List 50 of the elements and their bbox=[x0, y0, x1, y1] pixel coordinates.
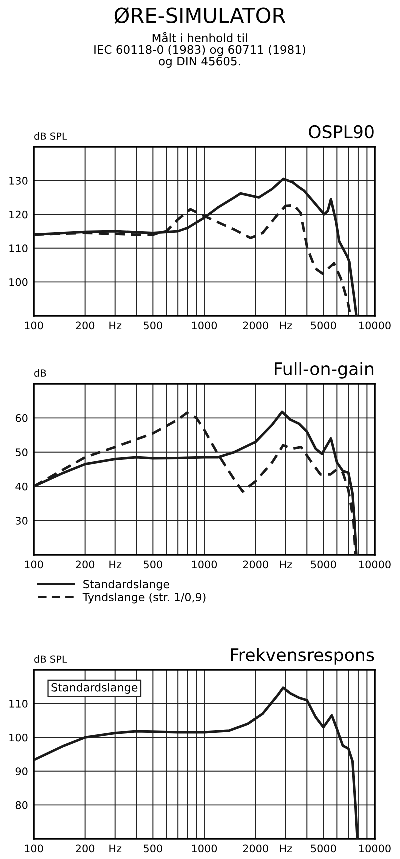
y-tick-label: 100 bbox=[10, 734, 28, 742]
x-tick-label: 5000 bbox=[311, 322, 336, 330]
text: ØRE-SIMULATOR bbox=[114, 7, 286, 24]
x-tick-label: 5000 bbox=[311, 560, 336, 569]
annotation: Standardslange bbox=[52, 683, 138, 694]
x-tick-label: 10000 bbox=[360, 322, 391, 330]
x-tick-label: 1000 bbox=[192, 322, 218, 330]
chart-title: Frekvensrespons bbox=[231, 648, 374, 665]
y-tick-label: 60 bbox=[16, 414, 28, 422]
x-tick-label: Hz bbox=[280, 322, 292, 330]
x-tick-label: 500 bbox=[144, 560, 162, 569]
x-tick-label: 200 bbox=[76, 322, 95, 330]
x-tick-label: Hz bbox=[280, 844, 292, 852]
y-tick-label: 30 bbox=[16, 517, 28, 525]
y-tick-label: 40 bbox=[16, 482, 28, 491]
legend-label: Standardslange bbox=[84, 580, 170, 591]
x-tick-label: 500 bbox=[144, 844, 162, 853]
x-tick-label: 5000 bbox=[311, 844, 336, 853]
x-tick-label: 100 bbox=[25, 322, 44, 330]
chart-title: Full-on-gain bbox=[275, 362, 374, 379]
y-tick-label: 130 bbox=[10, 177, 28, 185]
y-tick-label: 50 bbox=[16, 448, 28, 457]
x-tick-label: 200 bbox=[76, 560, 95, 569]
y-axis-title: dB SPL bbox=[34, 656, 68, 664]
y-tick-label: 100 bbox=[10, 278, 28, 286]
y-tick-label: 110 bbox=[10, 700, 28, 708]
y-tick-label: 110 bbox=[10, 244, 28, 253]
x-tick-label: 1000 bbox=[192, 844, 218, 853]
x-tick-label: 10000 bbox=[360, 560, 391, 569]
y-tick-label: 90 bbox=[16, 768, 28, 776]
x-tick-label: 1000 bbox=[192, 560, 218, 569]
x-tick-label: Hz bbox=[110, 322, 122, 330]
y-axis-title: dB bbox=[34, 369, 46, 377]
x-tick-label: 2000 bbox=[243, 844, 268, 853]
x-tick-label: 500 bbox=[144, 322, 162, 330]
x-tick-label: Hz bbox=[280, 560, 292, 568]
x-tick-label: Hz bbox=[110, 560, 122, 568]
x-tick-label: 100 bbox=[25, 560, 44, 569]
y-tick-label: 80 bbox=[16, 801, 28, 810]
x-tick-label: 200 bbox=[76, 844, 95, 853]
x-tick-label: Hz bbox=[110, 844, 122, 852]
x-tick-label: 10000 bbox=[360, 844, 391, 853]
chart-title: OSPL90 bbox=[309, 125, 374, 139]
x-tick-label: 2000 bbox=[243, 560, 268, 569]
x-tick-label: 2000 bbox=[243, 322, 268, 330]
legend-label: Tyndslange (str. 1/0,9) bbox=[82, 592, 206, 604]
text: Målt i henhold til IEC 60118-0 (1983) og 60711 (1981) og DIN 45605. bbox=[94, 32, 306, 68]
y-axis-title: dB SPL bbox=[34, 132, 68, 140]
y-tick-label: 120 bbox=[10, 210, 28, 219]
x-tick-label: 100 bbox=[25, 844, 44, 853]
